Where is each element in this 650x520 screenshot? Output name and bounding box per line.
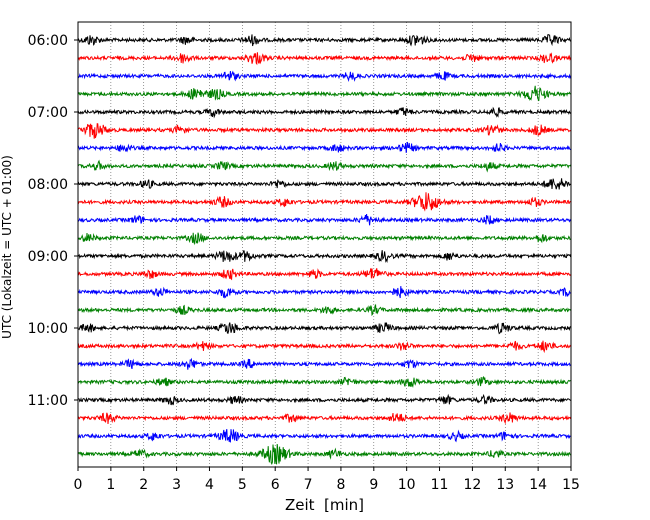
- y-tick-label: 07:00: [28, 105, 68, 121]
- y-tick-label: 11:00: [28, 393, 68, 409]
- x-tick-label: 9: [369, 477, 378, 493]
- seismic-trace: [77, 178, 571, 190]
- seismic-trace: [77, 159, 572, 173]
- seismic-trace: [77, 268, 571, 281]
- y-tick-label: 10:00: [28, 321, 68, 337]
- x-tick-label: 10: [398, 477, 416, 493]
- seismic-trace: [77, 34, 571, 47]
- seismic-trace: [77, 106, 572, 119]
- seismic-trace: [77, 214, 572, 226]
- y-tick-label: 08:00: [28, 177, 68, 193]
- seismic-trace: [77, 85, 571, 102]
- seismic-trace: [77, 375, 571, 388]
- x-tick-label: 6: [271, 477, 280, 493]
- seismic-trace: [77, 412, 572, 425]
- x-tick-label: 0: [74, 477, 83, 493]
- x-tick-label: 5: [238, 477, 247, 493]
- x-tick-label: 1: [106, 477, 115, 493]
- x-tick-label: 13: [496, 477, 514, 493]
- seismic-trace: [77, 192, 571, 212]
- x-tick-label: 14: [529, 477, 547, 493]
- y-tick-label: 09:00: [28, 249, 68, 265]
- x-tick-label: 15: [562, 477, 580, 493]
- x-tick-label: 11: [431, 477, 449, 493]
- x-tick-label: 12: [463, 477, 481, 493]
- x-tick-label: 4: [205, 477, 214, 493]
- seismic-trace: [78, 250, 572, 264]
- x-axis-ticks: 0 1 2 3 4 5 6 7 8 9 10 11 12 13 14 15: [74, 467, 580, 493]
- seismic-trace: [77, 357, 571, 370]
- seismic-trace: [77, 340, 572, 354]
- seismic-trace: [77, 232, 571, 246]
- y-tick-label: 06:00: [28, 33, 68, 49]
- seismic-trace: [77, 52, 572, 66]
- seismic-trace: [77, 428, 571, 443]
- y-axis-ticks: 06:00 07:00 08:00 09:00 10:00 11:00: [28, 33, 78, 409]
- seismic-trace: [77, 393, 571, 406]
- seismic-trace: [77, 141, 571, 153]
- seismic-trace: [77, 322, 571, 335]
- x-tick-label: 8: [336, 477, 345, 493]
- seismic-trace: [77, 303, 571, 317]
- x-axis-label: Zeit [min]: [285, 496, 364, 514]
- seismic-trace: [77, 70, 572, 83]
- x-tick-label: 7: [304, 477, 313, 493]
- trace-lines: [77, 34, 572, 466]
- x-tick-label: 2: [139, 477, 148, 493]
- x-tick-label: 3: [172, 477, 181, 493]
- grid-lines: [110, 22, 539, 467]
- seismic-trace: [77, 123, 571, 139]
- y-axis-label: UTC (Lokalzeit = UTC + 01:00): [0, 155, 14, 339]
- seismic-trace: [77, 443, 571, 466]
- plot-frame: [77, 21, 572, 468]
- seismic-trace: [77, 286, 571, 299]
